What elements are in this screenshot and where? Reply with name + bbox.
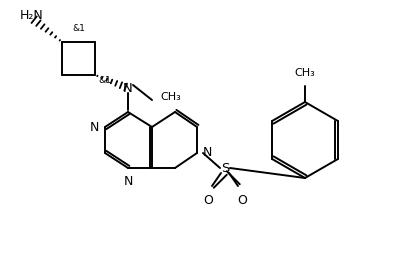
Text: N: N <box>123 175 133 188</box>
Text: &1: &1 <box>98 75 111 84</box>
Text: CH₃: CH₃ <box>160 92 181 102</box>
Text: N: N <box>90 120 99 133</box>
Text: &1: &1 <box>72 23 85 32</box>
Text: N: N <box>123 81 133 94</box>
Text: N: N <box>203 146 212 159</box>
Text: CH₃: CH₃ <box>295 68 315 78</box>
Text: S: S <box>221 161 229 174</box>
Text: O: O <box>203 194 213 207</box>
Text: O: O <box>237 194 247 207</box>
Text: H₂N: H₂N <box>20 9 44 22</box>
